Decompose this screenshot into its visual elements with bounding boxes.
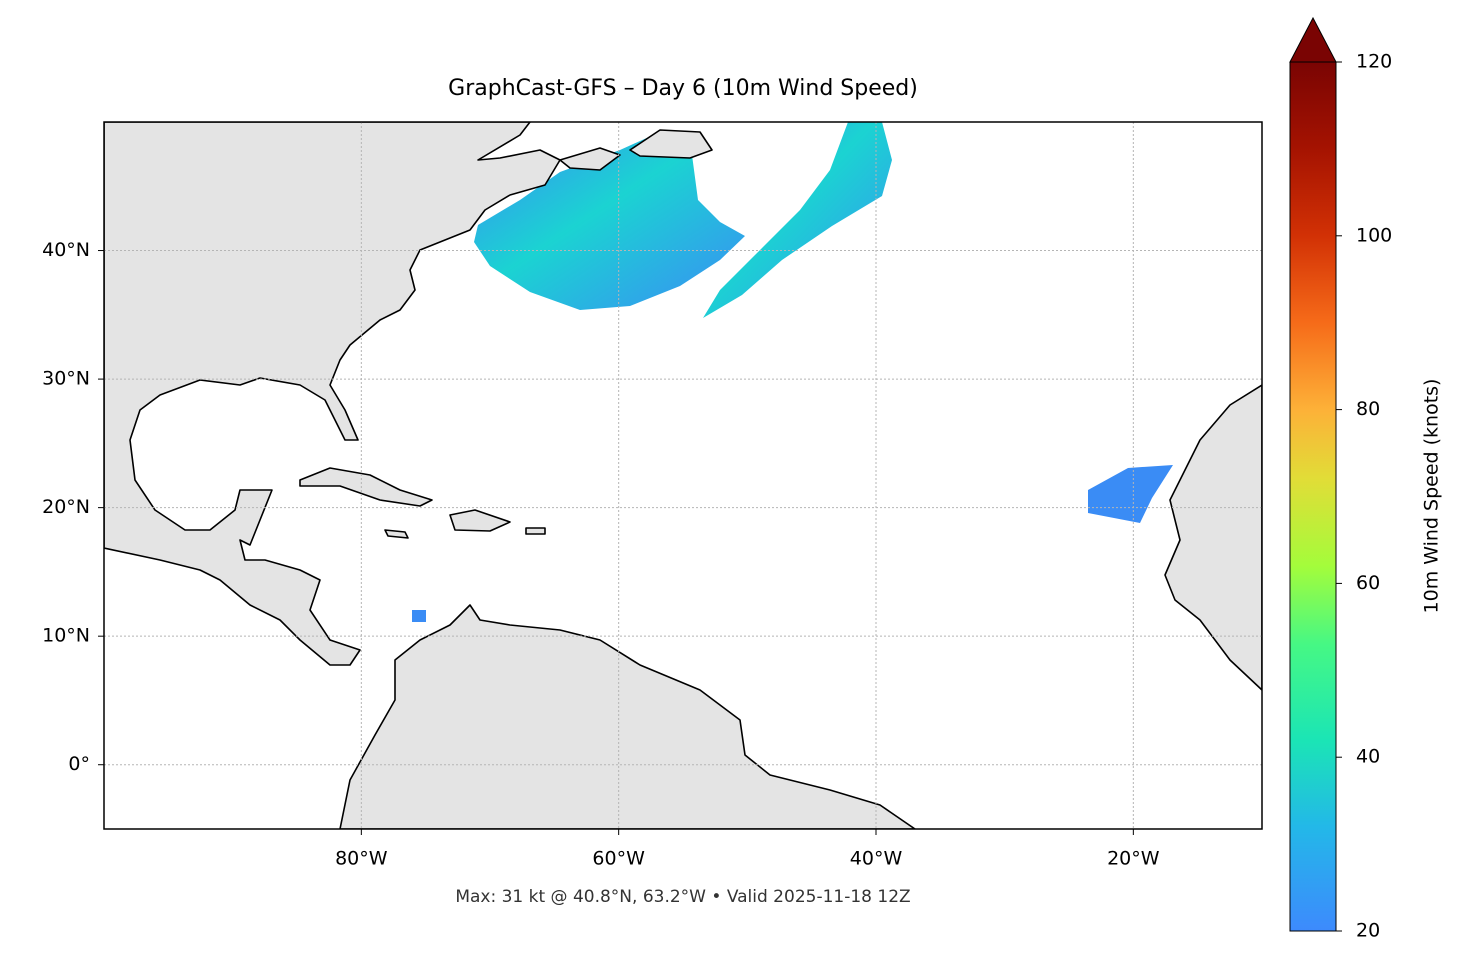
x-tick-label: 60°W [592,848,645,870]
land [104,122,561,666]
land [629,129,713,159]
colorbar-tick-label: 20 [1356,920,1380,942]
land [449,509,511,532]
wind-area [1088,465,1173,523]
wind-area [703,122,892,318]
map-layer [104,122,1262,829]
colorbar-tick-label: 80 [1356,398,1380,420]
colorbar-tick-label: 40 [1356,746,1380,768]
y-tick-label: 20°N [42,496,90,518]
colorbar-tick-label: 100 [1356,224,1392,246]
x-tick-label: 20°W [1107,848,1160,870]
colorbar-tick-label: 120 [1356,51,1392,73]
land [384,529,409,539]
x-tick-label: 40°W [850,848,903,870]
land [1164,384,1262,691]
colorbar-tick-label: 60 [1356,572,1380,594]
colorbar-extension [1289,16,1337,63]
land [559,147,621,171]
land [525,527,546,535]
y-tick-label: 0° [68,753,90,775]
wind-area [412,610,426,622]
x-tick-label: 80°W [335,848,388,870]
footer-note: Max: 31 kt @ 40.8°N, 63.2°W • Valid 2025… [455,887,910,907]
y-tick-label: 40°N [42,239,90,261]
y-tick-label: 10°N [42,625,90,647]
chart-title: GraphCast-GFS – Day 6 (10m Wind Speed) [448,76,918,101]
land [339,604,916,829]
land [299,467,433,507]
wind-area [474,132,745,310]
colorbar-label: 10m Wind Speed (knots) [1421,379,1443,614]
y-tick-label: 30°N [42,368,90,390]
colorbar [1289,61,1337,932]
map-frame [103,121,1263,830]
